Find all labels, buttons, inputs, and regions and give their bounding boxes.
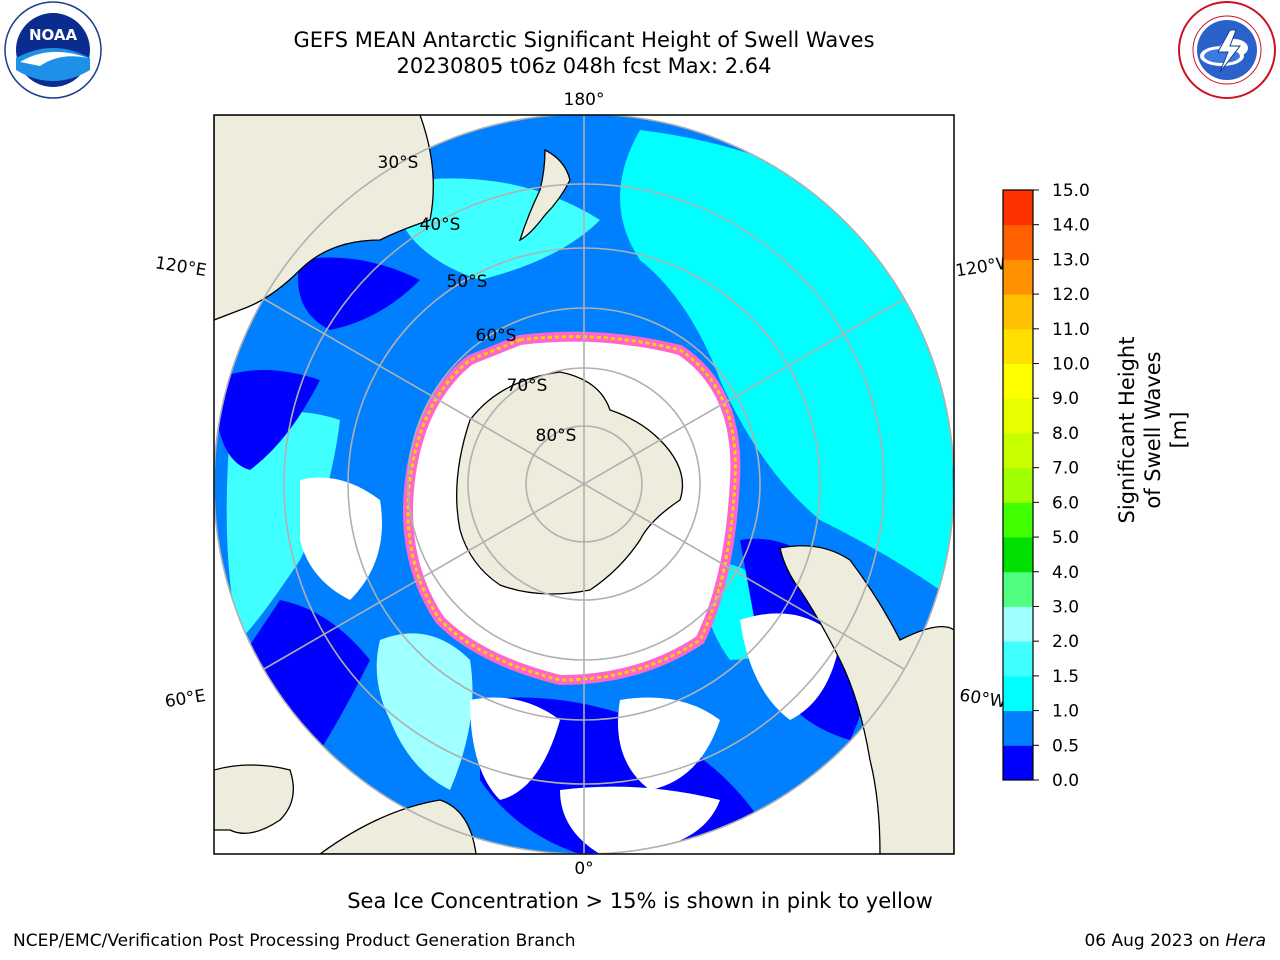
noaa-logo-text: NOAA [29,26,78,44]
lat-label-70s: 70°S [507,376,548,396]
colorbar-tick-label: 6.0 [1052,493,1079,513]
colorbar-tick-label: 14.0 [1052,216,1090,236]
colorbar-segment [1003,675,1033,712]
lon-label-60w: 60°W [958,686,1008,713]
colorbar-segment [1003,432,1033,469]
colorbar-tick-label: 10.0 [1052,355,1090,375]
lon-label-0: 0° [574,859,593,879]
colorbar-segment [1003,641,1033,677]
colorbar-segment [1003,502,1033,538]
map-frame [213,114,955,855]
colorbar-tick-label: 5.0 [1052,528,1079,548]
colorbar-tick-label: 13.0 [1052,250,1090,270]
graticule [214,115,954,854]
sea-ice-caption: Sea Ice Concentration > 15% is shown in … [347,889,933,913]
colorbar-tick-label: 1.5 [1052,667,1079,687]
colorbar-tick-label: 1.0 [1052,702,1079,722]
colorbar-segment [1003,537,1033,573]
colorbar-tick-label: 4.0 [1052,563,1079,583]
colorbar-segment [1003,571,1033,607]
colorbar-tick-label: 0.5 [1052,736,1079,756]
colorbar-segment [1003,363,1033,399]
colorbar-segment [1003,294,1033,330]
lat-label-60s: 60°S [476,326,517,346]
colorbar-tick-label: 2.0 [1052,632,1079,652]
colorbar-segment [1003,398,1033,434]
lat-label-30s: 30°S [378,153,419,173]
colorbar-tick-label: 15.0 [1052,181,1090,201]
colorbar-segment [1003,328,1033,365]
colorbar-segment [1003,606,1033,642]
chart-title: GEFS MEAN Antarctic Significant Height o… [293,28,875,52]
lon-label-180: 180° [564,90,605,110]
colorbar-tick-label: 3.0 [1052,597,1079,617]
footer-date-text: 06 Aug 2023 on [1084,931,1226,951]
colorbar-label: Significant Height of Swell Waves [m] [1115,336,1191,524]
footer-host: Hera [1225,931,1266,951]
lat-label-40s: 40°S [420,215,461,235]
colorbar-tick-label: 11.0 [1052,320,1090,340]
colorbar-segment [1003,745,1033,781]
colorbar-tick-label: 8.0 [1052,424,1079,444]
colorbar-tick-label: 7.0 [1052,459,1079,479]
colorbar-tick-label: 9.0 [1052,389,1079,409]
chart-subtitle: 20230805 t06z 048h fcst Max: 2.64 [396,54,772,78]
colorbar-tick-label: 12.0 [1052,285,1090,305]
colorbar-segment [1003,467,1033,503]
noaa-logo: NOAA [4,1,102,99]
colorbar-segment [1003,259,1033,295]
colorbar: 0.0 0.5 1.0 1.5 2.0 3.0 4.0 5.0 6.0 7.0 8.0 9.0 10.0… [1002,181,1090,791]
colorbar-tick-label: 0.0 [1052,771,1079,791]
lat-label-80s: 80°S [536,426,577,446]
footer-date: 06 Aug 2023 on Hera [1084,931,1266,951]
lon-label-60e: 60°E [163,686,207,712]
lon-label-120e: 120°E [154,253,208,281]
nws-logo [1178,1,1276,99]
colorbar-segment [1003,190,1033,226]
colorbar-segment [1003,224,1033,260]
lat-label-50s: 50°S [447,272,488,292]
footer-branch: NCEP/EMC/Verification Post Processing Pr… [13,931,576,951]
colorbar-frame [1002,189,1034,781]
colorbar-segment [1003,710,1033,746]
